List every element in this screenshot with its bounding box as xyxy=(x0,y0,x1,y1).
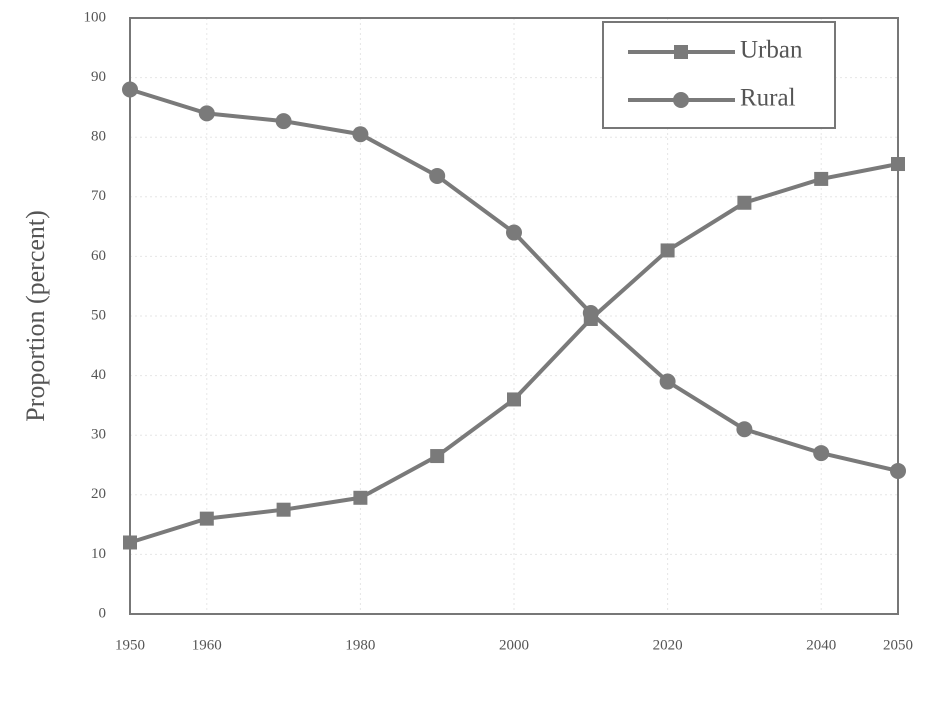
x-tick-label: 2040 xyxy=(806,637,836,653)
plot-frame xyxy=(129,17,899,615)
y-tick-label: 30 xyxy=(91,427,106,443)
marker xyxy=(582,305,599,322)
marker xyxy=(813,445,830,462)
marker xyxy=(736,421,753,438)
y-tick-label: 80 xyxy=(91,129,106,145)
marker xyxy=(198,105,215,122)
y-tick-label: 0 xyxy=(99,605,107,621)
x-tick-label: 1980 xyxy=(345,637,375,653)
x-tick-label: 2020 xyxy=(653,637,683,653)
marker xyxy=(122,81,138,98)
marker xyxy=(430,449,445,464)
marker xyxy=(890,462,906,479)
y-tick-label: 70 xyxy=(91,188,106,204)
x-tick-label: 2000 xyxy=(499,637,529,653)
marker xyxy=(659,373,676,390)
y-tick-label: 10 xyxy=(91,546,106,562)
marker xyxy=(199,511,214,526)
y-tick-label: 20 xyxy=(91,486,106,502)
marker xyxy=(506,224,522,241)
x-tick-label: 2050 xyxy=(883,637,913,653)
y-tick-label: 50 xyxy=(91,307,106,323)
marker xyxy=(429,167,446,184)
legend-label: Rural xyxy=(740,85,796,112)
legend: Urban Rural xyxy=(602,21,836,129)
legend-label: Urban xyxy=(740,37,803,64)
marker xyxy=(353,490,368,505)
marker xyxy=(275,113,292,130)
legend-marker xyxy=(673,92,689,108)
x-tick-label: 1960 xyxy=(192,637,222,653)
y-tick-label: 100 xyxy=(84,9,107,25)
marker xyxy=(891,157,905,172)
legend-marker xyxy=(674,45,688,59)
y-tick-label: 90 xyxy=(91,69,106,85)
marker xyxy=(276,502,291,517)
marker xyxy=(737,195,752,210)
legend-box xyxy=(602,21,836,129)
x-tick-label: 1950 xyxy=(115,637,145,653)
marker xyxy=(352,126,369,143)
marker xyxy=(123,535,137,550)
y-tick-label: 40 xyxy=(91,367,106,383)
marker xyxy=(814,171,829,186)
y-tick-label: 60 xyxy=(91,248,106,264)
marker xyxy=(660,243,675,258)
y-axis-label: Proportion (percent) xyxy=(21,210,50,422)
marker xyxy=(507,392,521,407)
